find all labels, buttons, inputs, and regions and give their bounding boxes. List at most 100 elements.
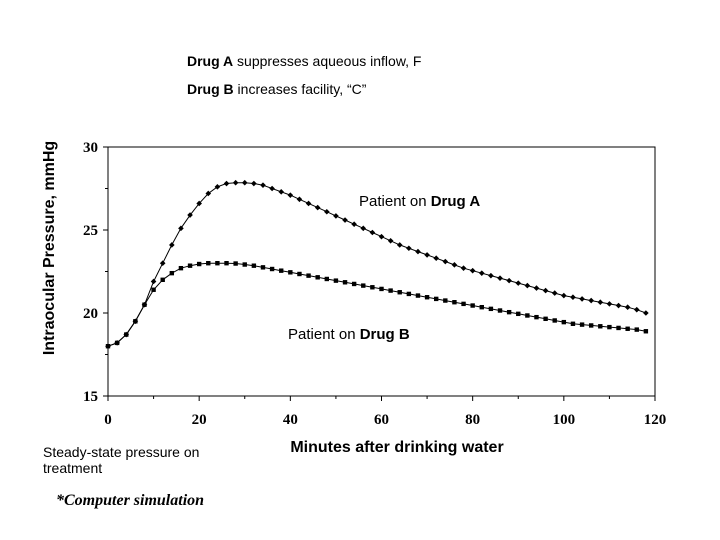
data-point-drug-a [406,245,412,252]
data-point-drug-a [524,282,531,289]
y-tick-label: 30 [83,140,98,156]
data-point-drug-b [434,296,439,302]
data-point-drug-b [479,304,484,310]
data-point-drug-a [260,182,266,188]
y-tick-label: 15 [83,389,98,405]
data-point-drug-b [634,327,639,332]
data-point-drug-b [196,261,202,267]
data-point-drug-b [643,329,649,334]
x-tick-label: 0 [104,412,112,428]
data-point-drug-a [369,229,376,236]
data-point-drug-b [561,319,567,325]
y-tick-label: 25 [83,223,98,239]
data-point-drug-b [525,313,530,318]
data-point-drug-b [105,344,111,349]
data-point-drug-b [616,325,621,331]
data-point-drug-a [314,204,321,211]
data-point-drug-b [187,263,193,268]
data-point-drug-a [378,233,385,240]
series-label-drug-b: Patient on Drug B [288,326,410,343]
data-point-drug-a [251,180,257,187]
series-label-drug-a: Patient on Drug A [359,193,480,210]
data-point-drug-a [606,301,613,307]
data-point-drug-b [415,293,421,298]
data-point-drug-a [305,200,312,207]
data-point-drug-b [506,309,512,315]
data-point-drug-a [396,242,403,248]
data-point-drug-a [205,190,212,197]
data-point-drug-b [251,263,257,268]
data-point-drug-a [460,265,467,271]
data-point-drug-a [196,200,202,207]
data-point-drug-a [570,294,576,301]
data-point-drug-b [488,306,494,312]
data-point-drug-a [488,272,494,279]
data-point-drug-a [424,252,430,258]
data-point-drug-a [278,189,285,195]
data-point-drug-b [297,271,302,277]
data-point-drug-a [506,277,512,284]
data-point-drug-a [643,310,649,316]
data-point-drug-b [424,295,430,300]
data-point-drug-b [552,318,557,323]
data-point-drug-b [315,275,320,280]
data-point-drug-b [470,303,475,308]
data-point-drug-b [288,270,293,275]
data-point-drug-b [133,319,138,324]
data-point-drug-b [306,273,311,278]
data-point-drug-b [543,316,548,322]
data-point-drug-a [497,275,503,281]
plot-area: 15 20 25 30 0 20 40 60 80 100 120 Minutes after dri… [41,140,666,456]
data-point-drug-b [206,261,211,266]
data-point-drug-b [443,298,448,303]
data-point-drug-a [324,208,330,215]
data-point-drug-b [178,265,184,271]
data-point-drug-b [151,287,156,292]
data-point-drug-b [625,326,630,331]
steady-state-note: Steady-state pressure on treatment [43,444,200,476]
y-axis-title: Intraocular Pressure, mmHg [41,141,58,355]
data-point-drug-a [515,280,522,286]
drug-b-name: Drug B [187,81,234,97]
data-point-drug-a [333,213,339,219]
y-tick-label: 20 [83,306,98,322]
data-point-drug-b [215,261,220,266]
data-point-drug-b [160,277,165,282]
data-point-drug-a [150,278,157,285]
data-point-drug-a [296,196,303,203]
drug-a-description: suppresses aqueous inflow, F [233,53,422,69]
data-point-drug-b [461,301,466,307]
data-point-drug-a [178,225,184,232]
data-point-drug-b [351,281,357,287]
data-point-drug-a [579,296,585,302]
data-point-drug-a [241,179,248,186]
data-point-drug-b [388,288,393,293]
data-point-drug-a [469,267,476,274]
data-point-drug-a [387,237,394,244]
data-point-drug-b [260,265,266,270]
x-axis-title: Minutes after drinking water [290,439,503,456]
simulation-note: *Computer simulation [56,492,205,509]
data-point-drug-b [607,324,612,330]
data-point-drug-b [342,280,348,285]
data-point-drug-a [415,248,421,255]
data-point-drug-b [570,321,576,326]
data-point-drug-b [124,332,129,337]
data-point-drug-b [397,290,402,295]
data-point-drug-a [597,299,604,306]
data-point-drug-b [224,261,229,266]
x-tick-label: 20 [192,412,207,428]
data-point-drug-b [379,286,384,292]
data-point-drug-b [142,302,147,307]
data-point-drug-a [169,242,175,248]
data-point-drug-a [287,192,294,198]
plot-frame [107,146,656,397]
data-point-drug-a [360,225,367,232]
data-point-drug-a [533,285,540,291]
x-tick-label: 60 [374,412,389,428]
data-point-drug-a [433,255,439,262]
data-point-drug-b [598,324,603,329]
data-point-drug-a [269,185,275,192]
data-point-drug-b [516,311,521,317]
